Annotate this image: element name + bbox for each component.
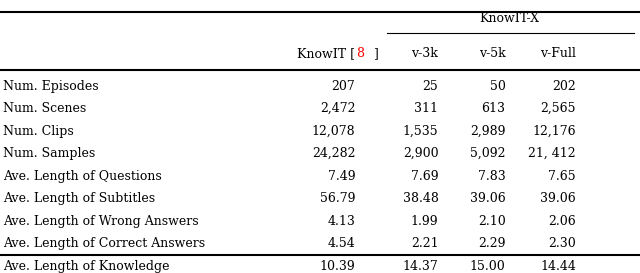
Text: 311: 311 xyxy=(415,102,438,115)
Text: 39.06: 39.06 xyxy=(540,192,576,205)
Text: 38.48: 38.48 xyxy=(403,192,438,205)
Text: 2,989: 2,989 xyxy=(470,124,506,138)
Text: Num. Samples: Num. Samples xyxy=(3,147,95,160)
Text: 2.06: 2.06 xyxy=(548,215,576,228)
Text: Ave. Length of Correct Answers: Ave. Length of Correct Answers xyxy=(3,237,205,250)
Text: Ave. Length of Knowledge: Ave. Length of Knowledge xyxy=(3,260,170,273)
Text: 2,565: 2,565 xyxy=(541,102,576,115)
Text: v-5k: v-5k xyxy=(479,47,506,60)
Text: Ave. Length of Questions: Ave. Length of Questions xyxy=(3,170,162,183)
Text: 1,535: 1,535 xyxy=(403,124,438,138)
Text: 50: 50 xyxy=(490,79,506,93)
Text: 613: 613 xyxy=(482,102,506,115)
Text: 21, 412: 21, 412 xyxy=(529,147,576,160)
Text: 25: 25 xyxy=(422,79,438,93)
Text: KnowIT [: KnowIT [ xyxy=(297,47,355,60)
Text: 2.10: 2.10 xyxy=(478,215,506,228)
Text: ]: ] xyxy=(373,47,378,60)
Text: 7.49: 7.49 xyxy=(328,170,355,183)
Text: KnowIT-X: KnowIT-X xyxy=(479,12,539,25)
Text: 14.37: 14.37 xyxy=(403,260,438,273)
Text: Ave. Length of Wrong Answers: Ave. Length of Wrong Answers xyxy=(3,215,199,228)
Text: 1.99: 1.99 xyxy=(411,215,438,228)
Text: 12,176: 12,176 xyxy=(532,124,576,138)
Text: 2.30: 2.30 xyxy=(548,237,576,250)
Text: 7.65: 7.65 xyxy=(548,170,576,183)
Text: v-Full: v-Full xyxy=(540,47,576,60)
Text: 12,078: 12,078 xyxy=(312,124,355,138)
Text: 39.06: 39.06 xyxy=(470,192,506,205)
Text: 56.79: 56.79 xyxy=(320,192,355,205)
Text: 7.83: 7.83 xyxy=(478,170,506,183)
Text: Ave. Length of Subtitles: Ave. Length of Subtitles xyxy=(3,192,156,205)
Text: 2,472: 2,472 xyxy=(320,102,355,115)
Text: Num. Clips: Num. Clips xyxy=(3,124,74,138)
Text: 2,900: 2,900 xyxy=(403,147,438,160)
Text: 4.13: 4.13 xyxy=(327,215,355,228)
Text: Num. Scenes: Num. Scenes xyxy=(3,102,86,115)
Text: 202: 202 xyxy=(552,79,576,93)
Text: 8: 8 xyxy=(356,47,364,60)
Text: 7.69: 7.69 xyxy=(411,170,438,183)
Text: 4.54: 4.54 xyxy=(328,237,355,250)
Text: 14.44: 14.44 xyxy=(540,260,576,273)
Text: v-3k: v-3k xyxy=(412,47,438,60)
Text: 24,282: 24,282 xyxy=(312,147,355,160)
Text: 2.21: 2.21 xyxy=(411,237,438,250)
Text: 15.00: 15.00 xyxy=(470,260,506,273)
Text: 5,092: 5,092 xyxy=(470,147,506,160)
Text: 207: 207 xyxy=(332,79,355,93)
Text: 2.29: 2.29 xyxy=(478,237,506,250)
Text: Num. Episodes: Num. Episodes xyxy=(3,79,99,93)
Text: 10.39: 10.39 xyxy=(319,260,355,273)
